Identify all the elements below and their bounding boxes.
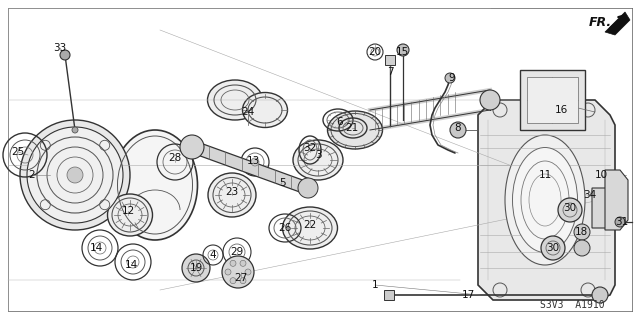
Circle shape xyxy=(225,269,231,275)
Text: 4: 4 xyxy=(210,250,216,260)
Text: 27: 27 xyxy=(234,273,248,283)
Circle shape xyxy=(574,224,590,240)
Circle shape xyxy=(592,287,608,303)
Text: 17: 17 xyxy=(461,290,475,300)
Ellipse shape xyxy=(505,135,585,265)
Circle shape xyxy=(182,254,210,282)
Bar xyxy=(385,55,395,65)
Bar xyxy=(527,77,578,123)
Circle shape xyxy=(397,44,409,56)
Text: 13: 13 xyxy=(246,156,260,166)
Circle shape xyxy=(450,122,466,138)
Circle shape xyxy=(27,127,123,223)
Ellipse shape xyxy=(207,80,262,120)
Text: 30: 30 xyxy=(563,203,577,213)
Text: 32: 32 xyxy=(303,143,317,153)
Text: 33: 33 xyxy=(53,43,67,53)
Text: 20: 20 xyxy=(369,47,381,57)
Ellipse shape xyxy=(328,111,383,149)
Text: 25: 25 xyxy=(12,147,24,157)
Text: 2: 2 xyxy=(29,170,35,180)
Polygon shape xyxy=(192,140,308,195)
Text: 29: 29 xyxy=(230,247,244,257)
Circle shape xyxy=(480,90,500,110)
Polygon shape xyxy=(605,170,628,230)
Text: 28: 28 xyxy=(168,153,182,163)
Circle shape xyxy=(245,269,251,275)
Ellipse shape xyxy=(243,93,287,128)
Polygon shape xyxy=(478,100,615,300)
Circle shape xyxy=(222,256,254,288)
Text: S3V3  A1910: S3V3 A1910 xyxy=(540,300,604,310)
Text: 18: 18 xyxy=(574,227,588,237)
Text: 7: 7 xyxy=(387,67,394,77)
Ellipse shape xyxy=(113,130,198,240)
Bar xyxy=(510,162,582,227)
Ellipse shape xyxy=(282,207,337,249)
Circle shape xyxy=(298,178,318,198)
Text: 8: 8 xyxy=(454,123,461,133)
Text: 5: 5 xyxy=(278,178,285,188)
Circle shape xyxy=(574,240,590,256)
Bar xyxy=(384,290,394,300)
Circle shape xyxy=(60,50,70,60)
Circle shape xyxy=(240,260,246,266)
Circle shape xyxy=(230,260,236,266)
Text: 9: 9 xyxy=(449,73,455,83)
Text: 21: 21 xyxy=(346,123,358,133)
Text: 23: 23 xyxy=(225,187,239,197)
Text: 31: 31 xyxy=(616,217,628,227)
Text: 24: 24 xyxy=(241,107,255,117)
Text: 1: 1 xyxy=(372,280,378,290)
Circle shape xyxy=(230,278,236,284)
Polygon shape xyxy=(592,188,615,228)
Text: 16: 16 xyxy=(554,105,568,115)
Circle shape xyxy=(615,217,625,227)
Circle shape xyxy=(20,120,130,230)
Polygon shape xyxy=(605,12,630,35)
Circle shape xyxy=(541,236,565,260)
Text: 15: 15 xyxy=(396,47,408,57)
Text: 19: 19 xyxy=(189,263,203,273)
Circle shape xyxy=(67,167,83,183)
Text: 6: 6 xyxy=(337,117,343,127)
Circle shape xyxy=(445,73,455,83)
Text: 12: 12 xyxy=(122,206,134,216)
Circle shape xyxy=(72,127,78,133)
Text: 26: 26 xyxy=(278,223,292,233)
Text: 22: 22 xyxy=(303,220,317,230)
Text: 11: 11 xyxy=(538,170,552,180)
Text: 14: 14 xyxy=(90,243,102,253)
Text: 34: 34 xyxy=(584,190,596,200)
Text: FR.: FR. xyxy=(588,16,612,28)
Text: 10: 10 xyxy=(595,170,607,180)
Circle shape xyxy=(180,135,204,159)
Bar xyxy=(520,70,585,130)
Ellipse shape xyxy=(108,194,152,236)
Text: 30: 30 xyxy=(547,243,559,253)
Ellipse shape xyxy=(208,173,256,217)
Circle shape xyxy=(558,198,582,222)
Circle shape xyxy=(251,158,259,166)
Circle shape xyxy=(240,278,246,284)
Text: 14: 14 xyxy=(124,260,138,270)
Ellipse shape xyxy=(513,147,577,253)
Ellipse shape xyxy=(293,140,343,180)
Text: 3: 3 xyxy=(315,150,321,160)
